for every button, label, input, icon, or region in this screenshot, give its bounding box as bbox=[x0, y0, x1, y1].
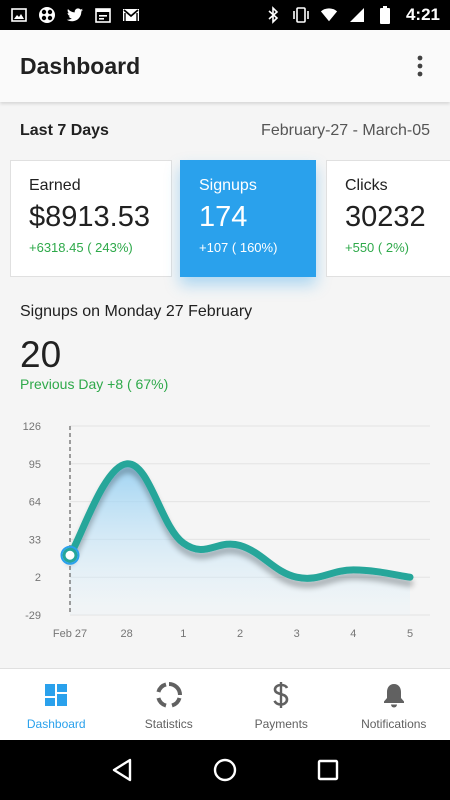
nav-label: Statistics bbox=[144, 717, 193, 731]
series-line bbox=[66, 460, 414, 582]
system-nav-bar bbox=[0, 740, 450, 800]
calendar-icon bbox=[94, 6, 112, 24]
y-tick-label: 126 bbox=[23, 421, 41, 433]
y-tick-label: 64 bbox=[29, 497, 41, 509]
wifi-icon bbox=[320, 6, 338, 24]
card-delta: +6318.45 ( 243%) bbox=[29, 240, 133, 255]
image-icon bbox=[10, 6, 28, 24]
card-value: $8913.53 bbox=[29, 201, 150, 233]
recents-icon[interactable] bbox=[313, 755, 343, 785]
twitter-icon bbox=[66, 6, 84, 24]
card-value: 174 bbox=[199, 201, 248, 233]
status-left-icons bbox=[10, 6, 140, 24]
y-tick-label: 33 bbox=[29, 534, 41, 546]
x-tick-label: 5 bbox=[407, 628, 413, 640]
card-delta: +107 ( 160%) bbox=[199, 240, 278, 255]
more-vert-icon[interactable] bbox=[410, 52, 430, 80]
chart-labels: 126 95 64 33 2 -29 Feb 27 28 1 2 3 4 5 bbox=[23, 421, 413, 640]
nav-item-payments[interactable]: Payments bbox=[225, 669, 338, 740]
status-bar: 4:21 bbox=[0, 0, 450, 30]
card-delta: +550 ( 2%) bbox=[345, 240, 409, 255]
vibrate-icon bbox=[292, 6, 310, 24]
bluetooth-icon bbox=[264, 6, 282, 24]
card-label: Signups bbox=[199, 177, 257, 194]
dashboard-icon bbox=[42, 681, 70, 709]
statistics-icon bbox=[155, 681, 183, 709]
period-range[interactable]: February-27 - March-05 bbox=[261, 122, 430, 139]
data-point[interactable] bbox=[62, 547, 78, 563]
back-icon[interactable] bbox=[107, 755, 137, 785]
nav-item-dashboard[interactable]: Dashboard bbox=[0, 669, 113, 740]
page-title: Dashboard bbox=[20, 52, 141, 79]
signal-icon bbox=[348, 6, 366, 24]
x-tick-label: 3 bbox=[294, 628, 300, 640]
metric-cards: Earned $8913.53 +6318.45 ( 243%) Signups… bbox=[10, 160, 450, 280]
x-tick-label: 1 bbox=[180, 628, 186, 640]
x-tick-label: 4 bbox=[350, 628, 356, 640]
nav-item-statistics[interactable]: Statistics bbox=[113, 669, 226, 740]
app-bar: Dashboard bbox=[0, 30, 450, 102]
card-clicks[interactable]: Clicks 30232 +550 ( 2%) bbox=[326, 160, 450, 277]
card-earned[interactable]: Earned $8913.53 +6318.45 ( 243%) bbox=[10, 160, 172, 277]
nav-item-notifications[interactable]: Notifications bbox=[338, 669, 450, 740]
detail-delta: Previous Day +8 ( 67%) bbox=[20, 376, 169, 392]
clock-time: 4:21 bbox=[405, 5, 440, 24]
bottom-nav: Dashboard Statistics Payments Notificati… bbox=[0, 668, 450, 740]
x-tick-label: Feb 27 bbox=[53, 628, 87, 640]
period-row: Last 7 Days February-27 - March-05 bbox=[20, 118, 430, 144]
home-icon[interactable] bbox=[210, 755, 240, 785]
nav-label: Notifications bbox=[361, 717, 427, 731]
chart-line bbox=[66, 460, 414, 582]
battery-icon bbox=[376, 6, 394, 24]
card-value: 30232 bbox=[345, 201, 426, 233]
x-tick-label: 2 bbox=[237, 628, 243, 640]
gmail-icon bbox=[122, 6, 140, 24]
detail-title: Signups on Monday 27 February bbox=[20, 303, 253, 320]
y-tick-label: 95 bbox=[29, 459, 41, 471]
card-label: Earned bbox=[29, 177, 81, 194]
signups-chart[interactable]: 126 95 64 33 2 -29 Feb 27 28 1 2 3 4 5 bbox=[0, 410, 450, 665]
y-tick-label: -29 bbox=[25, 610, 41, 622]
y-tick-label: 2 bbox=[35, 572, 41, 584]
card-signups[interactable]: Signups 174 +107 ( 160%) bbox=[180, 160, 316, 277]
app-icon bbox=[38, 6, 56, 24]
detail-value: 20 bbox=[20, 334, 62, 375]
bell-icon bbox=[380, 681, 408, 709]
nav-label: Dashboard bbox=[26, 717, 86, 731]
data-point-ring bbox=[60, 545, 80, 565]
dollar-icon bbox=[267, 681, 295, 709]
nav-label: Payments bbox=[254, 717, 308, 731]
status-right-icons: 4:21 bbox=[264, 5, 440, 25]
chart-markers bbox=[60, 426, 80, 615]
x-tick-label: 28 bbox=[121, 628, 133, 640]
card-label: Clicks bbox=[345, 177, 388, 194]
period-label: Last 7 Days bbox=[20, 122, 109, 139]
